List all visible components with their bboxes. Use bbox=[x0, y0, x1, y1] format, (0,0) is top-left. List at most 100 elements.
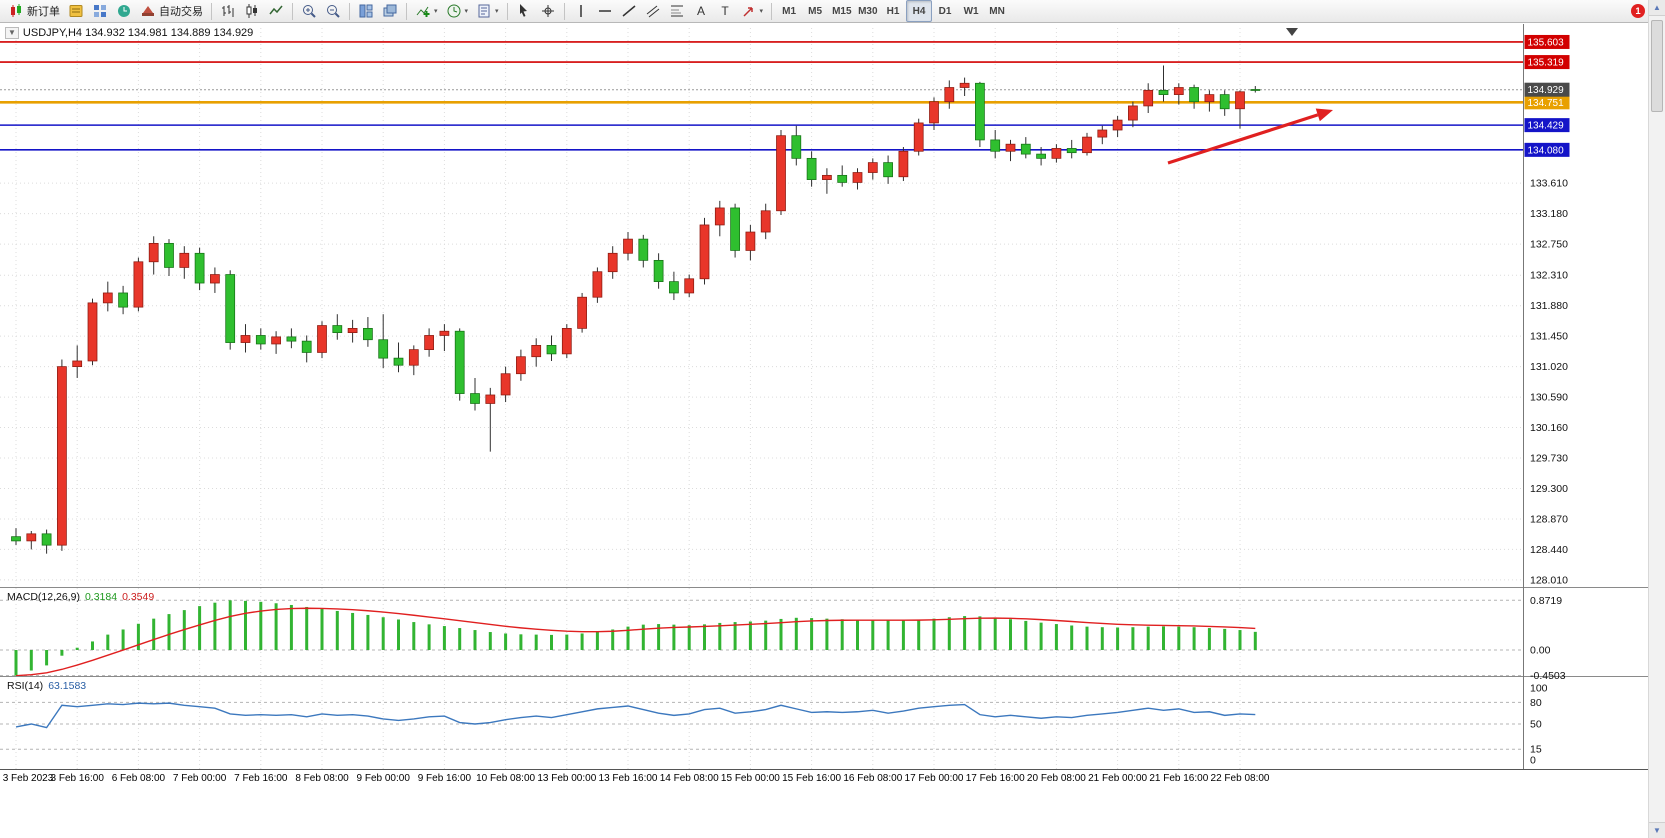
scroll-down-icon[interactable]: ▼ bbox=[1649, 822, 1665, 838]
chart-shift-marker[interactable] bbox=[1286, 28, 1298, 36]
text-button[interactable]: A bbox=[689, 0, 713, 22]
auto-arrange-button[interactable] bbox=[378, 0, 402, 22]
timeframe-d1[interactable]: D1 bbox=[932, 0, 958, 22]
svg-text:129.730: 129.730 bbox=[1530, 453, 1568, 465]
line-chart-button[interactable] bbox=[264, 0, 288, 22]
arrows-button[interactable]: ▾ bbox=[737, 0, 768, 22]
svg-text:17 Feb 00:00: 17 Feb 00:00 bbox=[905, 773, 964, 784]
new-order-button[interactable]: 新订单 bbox=[4, 0, 64, 22]
timeframe-w1[interactable]: W1 bbox=[958, 0, 984, 22]
text-icon: A bbox=[693, 3, 709, 19]
svg-text:15 Feb 16:00: 15 Feb 16:00 bbox=[782, 773, 841, 784]
svg-text:15 Feb 00:00: 15 Feb 00:00 bbox=[721, 773, 780, 784]
horizontal-price-lines[interactable] bbox=[0, 41, 1523, 151]
svg-text:7 Feb 00:00: 7 Feb 00:00 bbox=[173, 773, 227, 784]
toolbar-divider bbox=[771, 2, 773, 20]
horizontal-line-button[interactable] bbox=[593, 0, 617, 22]
macd-signal-value: 0.3549 bbox=[122, 591, 155, 603]
timeframe-mn[interactable]: MN bbox=[984, 0, 1010, 22]
svg-text:50: 50 bbox=[1530, 719, 1542, 731]
market-watch-button[interactable] bbox=[112, 0, 136, 22]
channel-button[interactable] bbox=[641, 0, 665, 22]
svg-text:133.610: 133.610 bbox=[1530, 178, 1568, 190]
periods-button[interactable]: ▾ bbox=[442, 0, 473, 22]
svg-text:128.870: 128.870 bbox=[1530, 513, 1568, 525]
data-window-button[interactable] bbox=[88, 0, 112, 22]
symbol-ohlc-label: USDJPY,H4 134.932 134.981 134.889 134.92… bbox=[22, 27, 254, 39]
scrollbar-thumb[interactable] bbox=[1651, 20, 1663, 112]
templates-button[interactable]: ▾ bbox=[472, 0, 503, 22]
panel-separators[interactable] bbox=[0, 24, 1648, 770]
svg-text:7 Feb 16:00: 7 Feb 16:00 bbox=[234, 773, 288, 784]
timeframe-m5[interactable]: M5 bbox=[802, 0, 828, 22]
toolbar: 新订单 自动交易 ▾ ▾ ▾ A T ▾ M1 M5 M15 M30 H1 H4 D1 W1 MN bbox=[0, 0, 1665, 23]
toolbar-divider bbox=[211, 2, 212, 20]
indicators-button[interactable]: ▾ bbox=[411, 0, 442, 22]
indicator-levels bbox=[0, 599, 1523, 750]
profile-icon bbox=[92, 3, 108, 19]
auto-trading-button-label: 自动交易 bbox=[159, 6, 203, 18]
timeframe-h1[interactable]: H1 bbox=[880, 0, 906, 22]
chevron-down-icon: ▾ bbox=[434, 7, 438, 15]
svg-text:132.310: 132.310 bbox=[1530, 270, 1568, 282]
vertical-line-button[interactable] bbox=[569, 0, 593, 22]
timeframe-m15[interactable]: M15 bbox=[828, 0, 854, 22]
zoom-in-button[interactable] bbox=[297, 0, 321, 22]
toolbar-divider bbox=[349, 2, 350, 20]
vline-icon bbox=[573, 3, 589, 19]
bars-icon bbox=[220, 3, 236, 19]
bar-chart-button[interactable] bbox=[216, 0, 240, 22]
svg-text:131.020: 131.020 bbox=[1530, 361, 1568, 373]
timeframe-h4[interactable]: H4 bbox=[906, 0, 933, 22]
svg-text:134.929: 134.929 bbox=[1528, 85, 1565, 96]
svg-text:22 Feb 08:00: 22 Feb 08:00 bbox=[1211, 773, 1270, 784]
new-order-button-label: 新订单 bbox=[27, 6, 60, 18]
scroll-up-icon[interactable]: ▲ bbox=[1649, 0, 1665, 16]
timeframe-m1[interactable]: M1 bbox=[776, 0, 802, 22]
new-order-icon bbox=[8, 3, 24, 19]
svg-text:15: 15 bbox=[1530, 744, 1542, 756]
rsi-label: RSI(14) 63.1583 bbox=[7, 680, 86, 692]
timeframe-m1-label: M1 bbox=[782, 5, 797, 17]
chevron-down-icon: ▾ bbox=[495, 7, 499, 15]
tile-windows-button[interactable] bbox=[354, 0, 378, 22]
macd-name: MACD(12,26,9) bbox=[7, 591, 80, 603]
candlestick-chart-button[interactable] bbox=[240, 0, 264, 22]
svg-text:0: 0 bbox=[1530, 755, 1536, 767]
timeframe-m30[interactable]: M30 bbox=[854, 0, 880, 22]
auto-trading-button[interactable]: 自动交易 bbox=[136, 0, 207, 22]
chevron-down-icon: ▾ bbox=[464, 7, 469, 15]
label-button[interactable]: T bbox=[713, 0, 737, 22]
svg-text:131.450: 131.450 bbox=[1530, 331, 1568, 343]
price-axis[interactable]: 133.610 133.180 132.750 132.310 131.880 131.4… bbox=[1524, 34, 1570, 767]
candles-icon bbox=[244, 3, 260, 19]
arrows-icon bbox=[741, 3, 757, 19]
macd-panel bbox=[14, 600, 1257, 677]
trend-arrow-annotation[interactable] bbox=[1167, 108, 1333, 165]
svg-text:21 Feb 00:00: 21 Feb 00:00 bbox=[1088, 773, 1147, 784]
toolbar-divider bbox=[506, 2, 508, 20]
timeframe-d1-label: D1 bbox=[938, 5, 952, 17]
arrange-icon bbox=[382, 3, 398, 19]
metaeditor-icon bbox=[68, 3, 84, 19]
collapse-arrow-icon[interactable]: ▼ bbox=[5, 27, 19, 39]
svg-text:3 Feb 2023: 3 Feb 2023 bbox=[3, 773, 54, 784]
cursor-button[interactable] bbox=[512, 0, 536, 22]
svg-text:135.319: 135.319 bbox=[1528, 58, 1565, 69]
line-icon bbox=[268, 3, 284, 19]
notification-badge[interactable]: 1 bbox=[1631, 4, 1645, 18]
svg-text:9 Feb 16:00: 9 Feb 16:00 bbox=[418, 773, 472, 784]
rsi-name: RSI(14) bbox=[7, 680, 44, 692]
svg-text:130.160: 130.160 bbox=[1530, 422, 1568, 434]
fibonacci-button[interactable] bbox=[665, 0, 689, 22]
zoom-out-button[interactable] bbox=[321, 0, 345, 22]
marketwatch-icon bbox=[116, 3, 132, 19]
vertical-scrollbar[interactable]: ▲ ▼ bbox=[1648, 0, 1665, 838]
metaeditor-button[interactable] bbox=[64, 0, 88, 22]
svg-text:10 Feb 08:00: 10 Feb 08:00 bbox=[476, 773, 535, 784]
svg-text:-0.4503: -0.4503 bbox=[1530, 670, 1566, 682]
trendline-button[interactable] bbox=[617, 0, 641, 22]
crosshair-button[interactable] bbox=[536, 0, 560, 22]
